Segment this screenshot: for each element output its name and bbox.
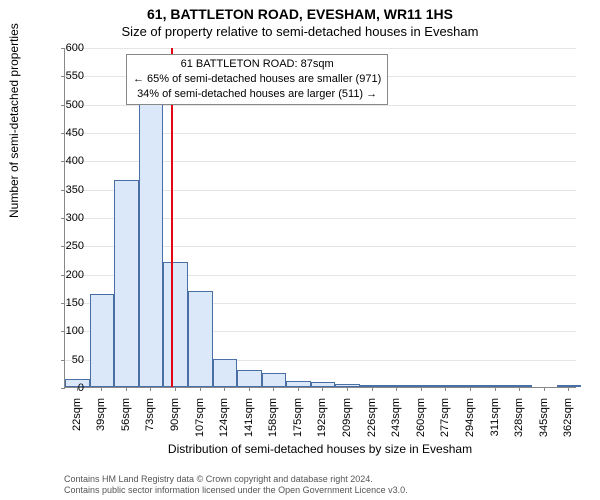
histogram-bar xyxy=(213,359,238,387)
x-tick-label: 311sqm xyxy=(489,398,501,436)
x-tick-label: 39sqm xyxy=(95,398,107,431)
y-tick-label: 150 xyxy=(36,297,84,309)
x-tick-label: 158sqm xyxy=(267,398,279,437)
y-tick-label: 550 xyxy=(36,70,84,82)
y-tick-label: 200 xyxy=(36,269,84,281)
x-tick-mark xyxy=(519,387,520,391)
x-tick-label: 277sqm xyxy=(439,398,451,437)
y-tick-label: 300 xyxy=(36,212,84,224)
y-axis-label: Number of semi-detached properties xyxy=(7,23,21,218)
x-tick-mark xyxy=(101,387,102,391)
y-tick-label: 0 xyxy=(36,382,84,394)
annotation-line-1: 61 BATTLETON ROAD: 87sqm xyxy=(133,57,381,72)
x-tick-mark xyxy=(347,387,348,391)
y-tick-label: 50 xyxy=(36,354,84,366)
x-tick-mark xyxy=(273,387,274,391)
x-tick-mark xyxy=(396,387,397,391)
x-axis-label: Distribution of semi-detached houses by … xyxy=(64,442,576,456)
x-tick-label: 345sqm xyxy=(538,398,550,437)
x-tick-label: 209sqm xyxy=(341,398,353,437)
y-tick-label: 500 xyxy=(36,99,84,111)
x-tick-label: 175sqm xyxy=(292,398,304,437)
x-tick-mark xyxy=(126,387,127,391)
x-tick-mark xyxy=(322,387,323,391)
x-tick-label: 124sqm xyxy=(218,398,230,437)
credit-line-1: Contains HM Land Registry data © Crown c… xyxy=(64,474,590,485)
title-sub: Size of property relative to semi-detach… xyxy=(0,24,600,39)
y-tick-label: 450 xyxy=(36,127,84,139)
y-tick-label: 400 xyxy=(36,155,84,167)
x-tick-label: 294sqm xyxy=(464,398,476,437)
histogram-bar xyxy=(114,180,139,387)
x-tick-label: 22sqm xyxy=(71,398,83,431)
x-tick-label: 243sqm xyxy=(390,398,402,437)
x-tick-mark xyxy=(372,387,373,391)
histogram-bar xyxy=(90,294,115,388)
x-tick-mark xyxy=(224,387,225,391)
credits: Contains HM Land Registry data © Crown c… xyxy=(64,474,590,497)
y-tick-label: 350 xyxy=(36,184,84,196)
histogram-bar xyxy=(163,262,188,387)
y-tick-label: 250 xyxy=(36,240,84,252)
histogram-bar xyxy=(188,291,213,387)
histogram-bar xyxy=(262,373,287,387)
x-tick-mark xyxy=(544,387,545,391)
credit-line-2: Contains public sector information licen… xyxy=(64,485,590,496)
y-tick-label: 100 xyxy=(36,325,84,337)
figure: 61, BATTLETON ROAD, EVESHAM, WR11 1HS Si… xyxy=(0,0,600,500)
x-tick-mark xyxy=(495,387,496,391)
histogram-bar xyxy=(237,370,262,387)
annotation-box: 61 BATTLETON ROAD: 87sqm← 65% of semi-de… xyxy=(126,54,388,105)
x-tick-label: 192sqm xyxy=(316,398,328,437)
x-tick-mark xyxy=(568,387,569,391)
annotation-line-2: ← 65% of semi-detached houses are smalle… xyxy=(133,72,381,87)
x-tick-mark xyxy=(470,387,471,391)
x-tick-mark xyxy=(175,387,176,391)
x-tick-label: 328sqm xyxy=(513,398,525,437)
x-tick-label: 362sqm xyxy=(562,398,574,437)
x-tick-mark xyxy=(150,387,151,391)
x-tick-mark xyxy=(298,387,299,391)
title-main: 61, BATTLETON ROAD, EVESHAM, WR11 1HS xyxy=(0,6,600,22)
plot-area: 22sqm39sqm56sqm73sqm90sqm107sqm124sqm141… xyxy=(64,48,576,388)
x-tick-label: 73sqm xyxy=(144,398,156,431)
x-tick-mark xyxy=(445,387,446,391)
x-tick-label: 260sqm xyxy=(415,398,427,437)
x-tick-label: 90sqm xyxy=(169,398,181,431)
x-tick-label: 141sqm xyxy=(243,398,255,437)
annotation-line-3: 34% of semi-detached houses are larger (… xyxy=(133,87,381,102)
x-tick-mark xyxy=(200,387,201,391)
x-tick-mark xyxy=(421,387,422,391)
x-tick-label: 226sqm xyxy=(366,398,378,437)
x-tick-mark xyxy=(249,387,250,391)
x-tick-label: 56sqm xyxy=(120,398,132,431)
x-tick-label: 107sqm xyxy=(194,398,206,437)
histogram-bar xyxy=(139,84,164,387)
gridline xyxy=(65,48,576,49)
y-tick-label: 600 xyxy=(36,42,84,54)
